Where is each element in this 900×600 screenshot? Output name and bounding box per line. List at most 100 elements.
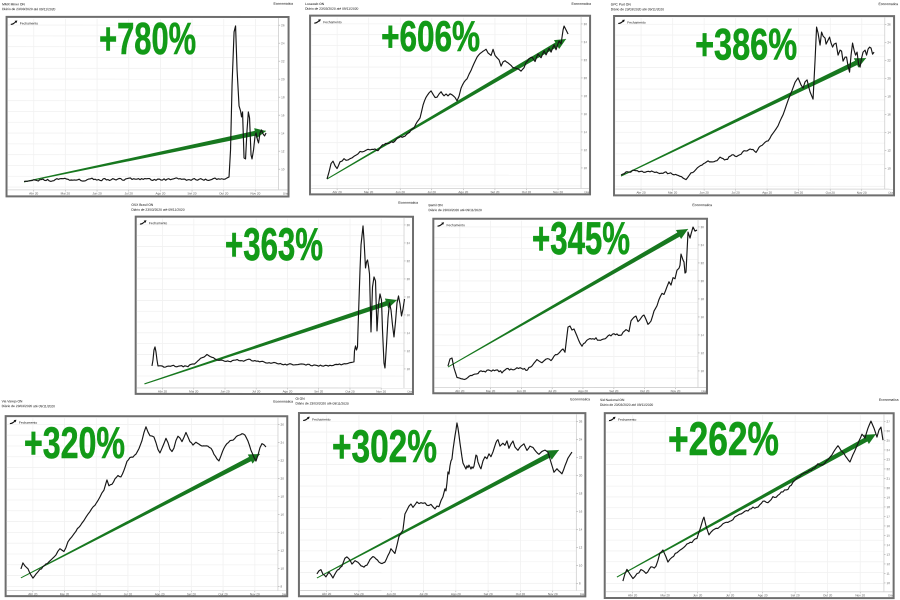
svg-text:22: 22 xyxy=(281,59,285,63)
svg-text:Fechamento: Fechamento xyxy=(323,20,341,24)
svg-text:24: 24 xyxy=(887,448,891,452)
svg-text:Out 20: Out 20 xyxy=(219,192,229,196)
svg-text:Abr 20: Abr 20 xyxy=(455,389,464,393)
svg-text:Nov 20: Nov 20 xyxy=(855,593,865,597)
svg-text:Set 20: Set 20 xyxy=(609,389,618,393)
svg-text:Diário de 23/03/2020 até 09/11: Diário de 23/03/2020 até 09/11/2020 xyxy=(429,208,482,212)
svg-text:Ago 20: Ago 20 xyxy=(762,191,772,195)
svg-text:12: 12 xyxy=(407,349,411,353)
svg-text:Nov 20: Nov 20 xyxy=(857,191,867,195)
svg-text:Ago 20: Ago 20 xyxy=(155,592,165,596)
svg-text:16: 16 xyxy=(887,113,891,117)
svg-text:Set 20: Set 20 xyxy=(314,390,323,394)
svg-text:20: 20 xyxy=(281,477,285,481)
svg-text:18: 18 xyxy=(887,95,891,99)
svg-text:16: 16 xyxy=(887,524,891,528)
svg-text:Abr 20: Abr 20 xyxy=(28,592,37,596)
svg-text:10: 10 xyxy=(701,369,705,373)
svg-text:18: 18 xyxy=(701,297,705,301)
svg-text:10: 10 xyxy=(887,581,891,585)
svg-text:8: 8 xyxy=(281,585,283,589)
svg-text:16: 16 xyxy=(701,315,705,319)
svg-text:Fechamento: Fechamento xyxy=(20,21,38,25)
svg-text:21: 21 xyxy=(887,477,891,481)
svg-text:GPC Part ON: GPC Part ON xyxy=(611,3,632,7)
svg-text:Set 20: Set 20 xyxy=(490,190,499,194)
svg-text:Abr 20: Abr 20 xyxy=(29,191,38,195)
svg-text:22: 22 xyxy=(579,456,583,460)
svg-text:20: 20 xyxy=(887,486,891,490)
svg-text:Ago 20: Ago 20 xyxy=(451,592,461,596)
svg-text:Ago 20: Ago 20 xyxy=(283,390,293,394)
svg-text:12: 12 xyxy=(887,562,891,566)
svg-text:27: 27 xyxy=(887,420,891,424)
svg-text:Out 20: Out 20 xyxy=(522,190,532,194)
svg-text:23: 23 xyxy=(887,458,891,462)
svg-text:Dia: Dia xyxy=(407,390,412,394)
svg-text:Out 20: Out 20 xyxy=(823,593,833,597)
svg-text:Diário de 23/03/2020 até 09/11: Diário de 23/03/2020 até 09/11/2020 xyxy=(131,208,184,212)
svg-text:12: 12 xyxy=(887,149,891,153)
svg-text:Nov 20: Nov 20 xyxy=(376,390,386,394)
svg-text:10: 10 xyxy=(579,564,583,568)
svg-text:Bemil ON: Bemil ON xyxy=(429,203,444,207)
svg-text:Dia: Dia xyxy=(701,389,706,393)
svg-text:Oi ON: Oi ON xyxy=(295,397,305,401)
svg-text:13: 13 xyxy=(887,553,891,557)
svg-text:22: 22 xyxy=(887,59,891,63)
svg-text:8: 8 xyxy=(579,582,581,586)
svg-text:Economatica: Economatica xyxy=(571,2,591,6)
svg-text:26: 26 xyxy=(887,23,891,27)
svg-text:Nov 20: Nov 20 xyxy=(671,389,681,393)
svg-text:Jun 20: Jun 20 xyxy=(92,592,102,596)
svg-text:Fechamento: Fechamento xyxy=(312,418,330,422)
svg-text:14: 14 xyxy=(887,543,891,547)
svg-text:14: 14 xyxy=(579,528,583,532)
svg-text:+386%: +386% xyxy=(695,21,797,70)
svg-text:10: 10 xyxy=(281,567,285,571)
svg-text:Economatica: Economatica xyxy=(273,400,293,404)
svg-text:19: 19 xyxy=(887,496,891,500)
svg-text:Jul 20: Jul 20 xyxy=(726,593,735,597)
svg-text:14: 14 xyxy=(281,131,285,135)
svg-text:Set 20: Set 20 xyxy=(187,592,196,596)
svg-text:OSX Brasil ON: OSX Brasil ON xyxy=(131,203,154,207)
svg-text:26: 26 xyxy=(887,429,891,433)
svg-text:12: 12 xyxy=(701,351,705,355)
svg-text:+363%: +363% xyxy=(225,218,323,270)
svg-text:Fechamento: Fechamento xyxy=(447,223,465,227)
svg-text:20: 20 xyxy=(584,76,588,80)
svg-text:Mai 20: Mai 20 xyxy=(354,592,364,596)
svg-text:14: 14 xyxy=(701,333,705,337)
svg-text:16: 16 xyxy=(407,313,411,317)
svg-text:Jun 20: Jun 20 xyxy=(92,192,102,196)
svg-text:12: 12 xyxy=(584,148,588,152)
svg-text:Dia: Dia xyxy=(283,192,288,196)
svg-text:MMX Miner ON: MMX Miner ON xyxy=(2,2,25,6)
svg-text:+262%: +262% xyxy=(668,413,779,466)
svg-text:Dia: Dia xyxy=(889,191,894,195)
svg-text:24: 24 xyxy=(887,41,891,45)
svg-text:Diário de 23/03/2020 até 09/11: Diário de 23/03/2020 até 09/11/2020 xyxy=(305,7,358,11)
svg-text:12: 12 xyxy=(281,549,285,553)
svg-text:Jul 20: Jul 20 xyxy=(252,390,261,394)
svg-text:16: 16 xyxy=(584,112,588,116)
svg-text:Ago 20: Ago 20 xyxy=(758,593,768,597)
svg-text:Economatica: Economatica xyxy=(878,2,898,6)
svg-text:Out 20: Out 20 xyxy=(516,592,526,596)
svg-text:Diário de 23/03/2020 até 09/11: Diário de 23/03/2020 até 09/11/2020 xyxy=(2,7,55,11)
svg-text:24: 24 xyxy=(407,241,411,245)
svg-text:Mai 20: Mai 20 xyxy=(668,191,678,195)
svg-text:11: 11 xyxy=(887,572,890,576)
svg-text:14: 14 xyxy=(584,130,588,134)
svg-text:10: 10 xyxy=(584,166,588,170)
svg-text:22: 22 xyxy=(584,58,588,62)
svg-text:Fechamento: Fechamento xyxy=(19,421,37,425)
svg-text:24: 24 xyxy=(584,40,588,44)
svg-text:16: 16 xyxy=(281,513,285,517)
svg-text:14: 14 xyxy=(281,531,285,535)
svg-text:17: 17 xyxy=(887,515,891,519)
svg-text:Out 20: Out 20 xyxy=(640,389,650,393)
svg-text:Economatica: Economatica xyxy=(879,398,899,402)
svg-text:Jul 20: Jul 20 xyxy=(419,592,428,596)
